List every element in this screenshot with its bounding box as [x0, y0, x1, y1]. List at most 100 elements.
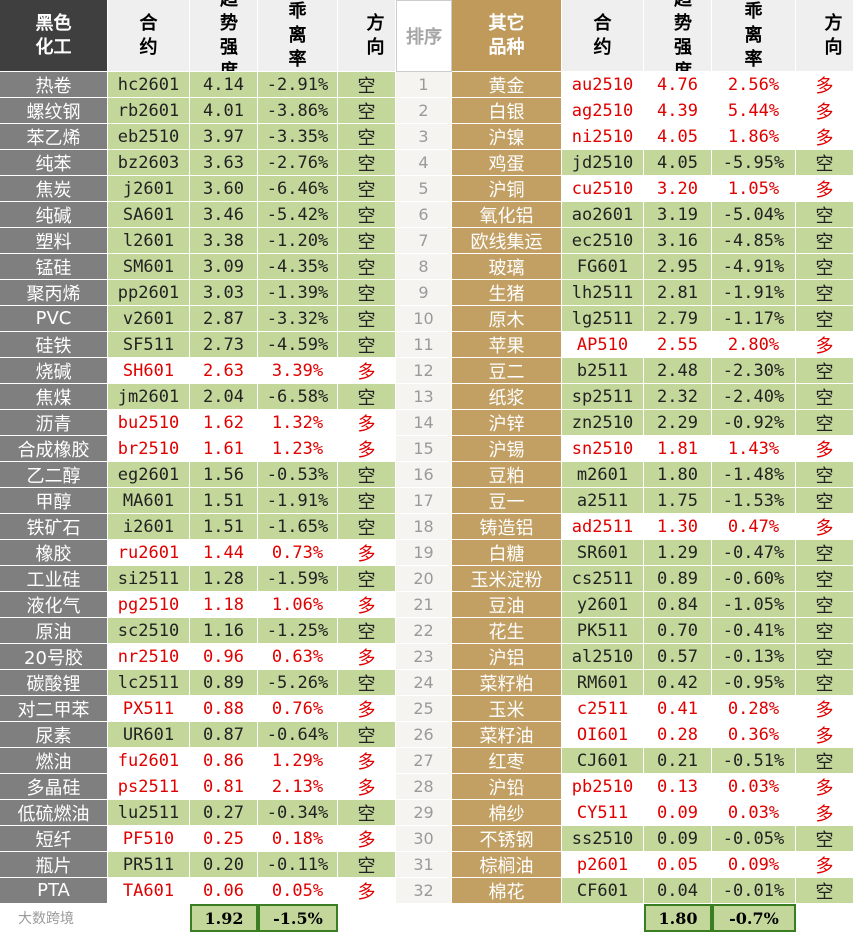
trend-strength: 1.30: [644, 514, 712, 540]
contract: sp2511: [562, 384, 644, 410]
deviation: 1.29%: [258, 748, 338, 774]
direction: 空: [338, 722, 396, 748]
trend-strength: 4.05: [644, 150, 712, 176]
direction: 多: [796, 72, 854, 98]
direction: 多: [338, 696, 396, 722]
contract: nr2510: [108, 644, 190, 670]
deviation: 0.09%: [712, 852, 796, 878]
variety: 玻璃: [452, 254, 562, 280]
contract: sc2510: [108, 618, 190, 644]
trend-strength: 3.19: [644, 202, 712, 228]
deviation: -4.85%: [712, 228, 796, 254]
rank: 25: [396, 696, 452, 722]
direction: 多: [796, 722, 854, 748]
deviation: -1.91%: [258, 488, 338, 514]
contract: SM601: [108, 254, 190, 280]
direction: 空: [796, 618, 854, 644]
deviation: -1.17%: [712, 306, 796, 332]
rank: 5: [396, 176, 452, 202]
direction: 空: [338, 332, 396, 358]
direction: 空: [338, 306, 396, 332]
trend-strength: 0.09: [644, 826, 712, 852]
contract: CJ601: [562, 748, 644, 774]
trend-strength: 4.05: [644, 124, 712, 150]
header-trend-strength: 趋势强度: [644, 0, 712, 72]
contract: si2511: [108, 566, 190, 592]
rank: 27: [396, 748, 452, 774]
rank: 3: [396, 124, 452, 150]
variety: 原木: [452, 306, 562, 332]
rank: 6: [396, 202, 452, 228]
deviation: 0.18%: [258, 826, 338, 852]
variety: 苹果: [452, 332, 562, 358]
trend-strength: 0.84: [644, 592, 712, 618]
deviation: -2.30%: [712, 358, 796, 384]
direction: 空: [796, 644, 854, 670]
contract: lh2511: [562, 280, 644, 306]
direction: 空: [338, 852, 396, 878]
direction: 多: [338, 540, 396, 566]
variety: 棉花: [452, 878, 562, 904]
trend-strength: 3.20: [644, 176, 712, 202]
variety: 碳酸锂: [0, 670, 108, 696]
variety: 豆粕: [452, 462, 562, 488]
deviation: 1.32%: [258, 410, 338, 436]
direction: 空: [796, 254, 854, 280]
deviation: -0.92%: [712, 410, 796, 436]
deviation: -2.76%: [258, 150, 338, 176]
rank: 2: [396, 98, 452, 124]
direction: 空: [796, 228, 854, 254]
deviation: -0.01%: [712, 878, 796, 904]
trend-strength: 2.29: [644, 410, 712, 436]
variety: 锰硅: [0, 254, 108, 280]
contract: eg2601: [108, 462, 190, 488]
deviation: 1.23%: [258, 436, 338, 462]
trend-strength: 3.46: [190, 202, 258, 228]
variety: 白糖: [452, 540, 562, 566]
deviation: 0.47%: [712, 514, 796, 540]
trend-strength: 0.25: [190, 826, 258, 852]
variety: 短纤: [0, 826, 108, 852]
rank: 4: [396, 150, 452, 176]
rank: 10: [396, 306, 452, 332]
direction: 多: [338, 410, 396, 436]
direction: 空: [338, 566, 396, 592]
contract: lu2511: [108, 800, 190, 826]
contract: SF511: [108, 332, 190, 358]
variety: 黄金: [452, 72, 562, 98]
direction: 空: [338, 150, 396, 176]
contract: ao2601: [562, 202, 644, 228]
rank: 16: [396, 462, 452, 488]
direction: 空: [338, 280, 396, 306]
contract: ec2510: [562, 228, 644, 254]
trend-strength: 1.18: [190, 592, 258, 618]
direction: 空: [796, 540, 854, 566]
rank: 32: [396, 878, 452, 904]
contract: PF510: [108, 826, 190, 852]
variety: 沥青: [0, 410, 108, 436]
footer-blank: [796, 904, 854, 932]
deviation: -0.05%: [712, 826, 796, 852]
contract: lc2511: [108, 670, 190, 696]
rank: 11: [396, 332, 452, 358]
variety: 纸浆: [452, 384, 562, 410]
deviation: -5.26%: [258, 670, 338, 696]
header-text: 合约: [593, 12, 612, 58]
header-direction: 方向: [338, 0, 396, 72]
variety: 玉米淀粉: [452, 566, 562, 592]
header-text: 黑色化工: [35, 12, 72, 58]
variety: 对二甲苯: [0, 696, 108, 722]
rank: 31: [396, 852, 452, 878]
contract: CF601: [562, 878, 644, 904]
contract: SH601: [108, 358, 190, 384]
direction: 多: [338, 436, 396, 462]
direction: 多: [338, 826, 396, 852]
trend-strength: 0.28: [644, 722, 712, 748]
contract: PR511: [108, 852, 190, 878]
direction: 多: [796, 800, 854, 826]
contract: OI601: [562, 722, 644, 748]
trend-strength: 0.13: [644, 774, 712, 800]
footer-blank: [396, 904, 644, 932]
variety: 塑料: [0, 228, 108, 254]
